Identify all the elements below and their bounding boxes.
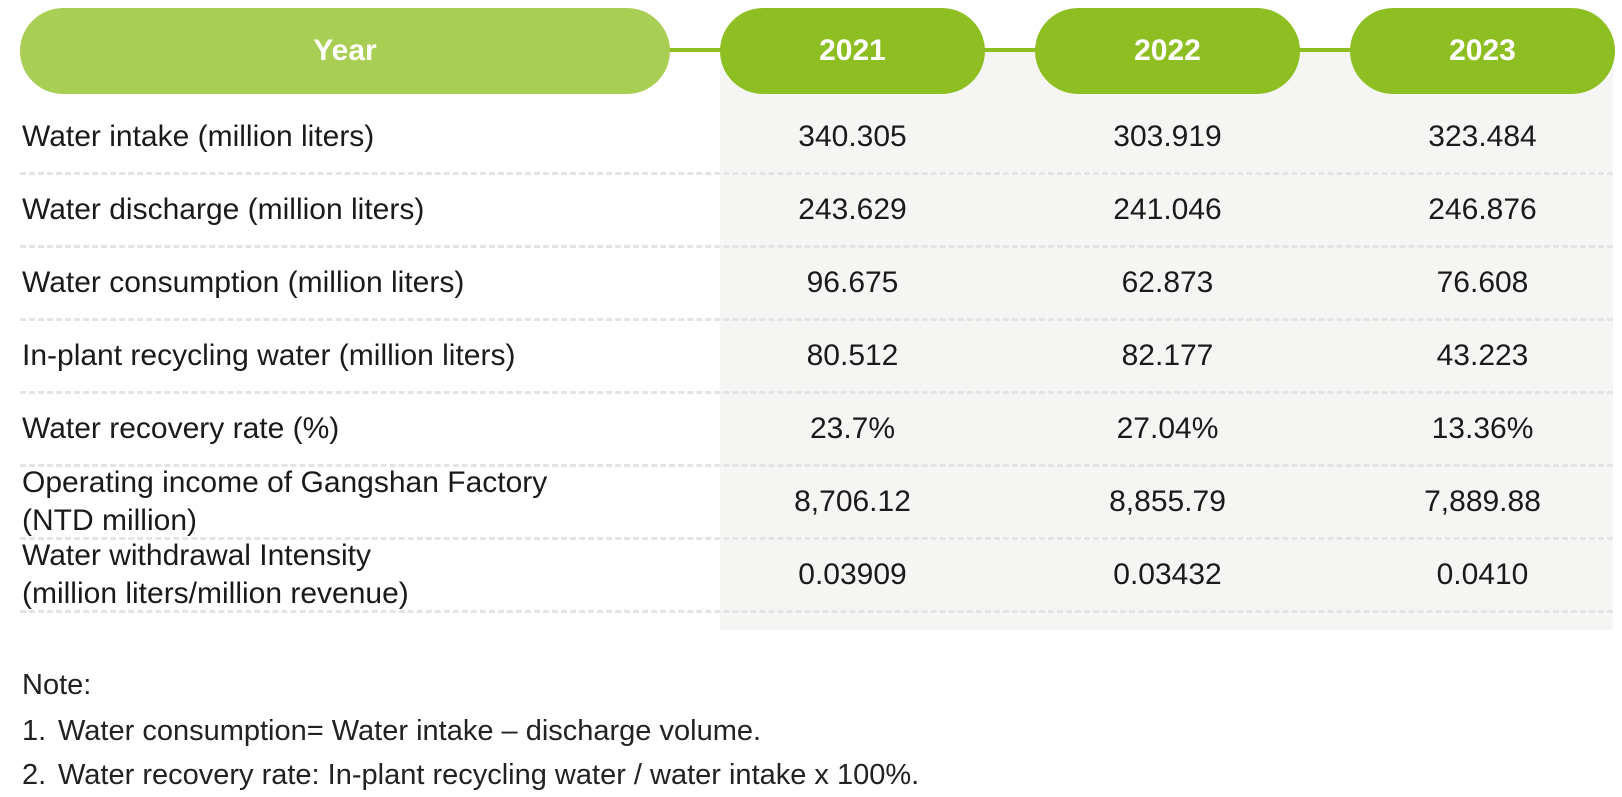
row-label: Water intake (million liters) (22, 120, 375, 153)
table-body: Water intake (million liters) 340.305 30… (20, 102, 1613, 613)
header-year-2021: 2021 (720, 8, 985, 94)
note-item: 2. Water recovery rate: In-plant recycli… (22, 753, 919, 797)
cell-value: 0.03909 (798, 558, 907, 591)
cell-value: 340.305 (798, 120, 907, 153)
cell-value: 0.0410 (1436, 558, 1529, 591)
cell-value: 13.36% (1431, 412, 1534, 445)
table-row: Water intake (million liters) 340.305 30… (20, 102, 1613, 175)
note-item: 1. Water consumption= Water intake – dis… (22, 709, 919, 753)
cell-value: 241.046 (1113, 193, 1222, 226)
row-label: Water withdrawal Intensity (million lite… (22, 539, 409, 610)
header-connector (660, 48, 730, 52)
notes-section: Note: 1. Water consumption= Water intake… (22, 665, 919, 797)
row-label: Water discharge (million liters) (22, 193, 425, 226)
cell-value: 62.873 (1121, 266, 1214, 299)
table-row: Water withdrawal Intensity (million lite… (20, 539, 1613, 613)
row-label: Operating income of Gangshan Factory (NT… (22, 466, 548, 537)
cell-value: 8,855.79 (1109, 485, 1226, 518)
year-columns-background (720, 48, 1613, 630)
note-text: Water consumption= Water intake – discha… (58, 715, 762, 747)
cell-value: 76.608 (1436, 266, 1529, 299)
cell-value: 323.484 (1428, 120, 1537, 153)
note-number: 1. (22, 715, 47, 747)
cell-value: 23.7% (809, 412, 896, 445)
cell-value: 43.223 (1436, 339, 1529, 372)
row-label: Water consumption (million liters) (22, 266, 465, 299)
cell-value: 82.177 (1121, 339, 1214, 372)
header-year-2022: 2022 (1035, 8, 1300, 94)
cell-value: 0.03432 (1113, 558, 1222, 591)
header-connector (975, 48, 1045, 52)
notes-title: Note: (22, 669, 92, 701)
header-connector (1290, 48, 1360, 52)
table-row: Water recovery rate (%) 23.7% 27.04% 13.… (20, 394, 1613, 467)
header-year-2023: 2023 (1350, 8, 1615, 94)
row-label: Water recovery rate (%) (22, 412, 340, 445)
table-row: Operating income of Gangshan Factory (NT… (20, 466, 1613, 540)
cell-value: 80.512 (806, 339, 899, 372)
cell-value: 243.629 (798, 193, 907, 226)
note-number: 2. (22, 759, 47, 791)
header-year-label: Year (20, 8, 670, 94)
cell-value: 8,706.12 (794, 485, 911, 518)
cell-value: 303.919 (1113, 120, 1222, 153)
cell-value: 27.04% (1116, 412, 1219, 445)
cell-value: 7,889.88 (1424, 485, 1541, 518)
cell-value: 96.675 (806, 266, 899, 299)
table-row: Water discharge (million liters) 243.629… (20, 175, 1613, 248)
table-row: Water consumption (million liters) 96.67… (20, 248, 1613, 321)
row-label: In-plant recycling water (million liters… (22, 339, 516, 372)
note-text: Water recovery rate: In-plant recycling … (58, 759, 920, 791)
table-row: In-plant recycling water (million liters… (20, 321, 1613, 394)
cell-value: 246.876 (1428, 193, 1537, 226)
